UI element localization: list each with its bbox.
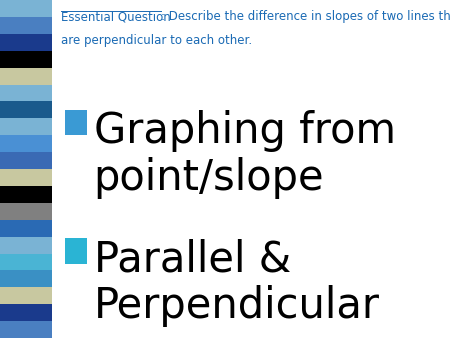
FancyBboxPatch shape [0,152,52,169]
FancyBboxPatch shape [0,68,52,84]
FancyBboxPatch shape [0,118,52,135]
FancyBboxPatch shape [0,169,52,186]
Text: Graphing from
point/slope: Graphing from point/slope [94,110,396,199]
FancyBboxPatch shape [0,220,52,237]
FancyBboxPatch shape [0,237,52,254]
FancyBboxPatch shape [0,321,52,338]
FancyBboxPatch shape [0,304,52,321]
FancyBboxPatch shape [0,51,52,68]
FancyBboxPatch shape [0,34,52,51]
FancyBboxPatch shape [0,287,52,304]
Text: are perpendicular to each other.: are perpendicular to each other. [61,34,252,47]
FancyBboxPatch shape [0,135,52,152]
FancyBboxPatch shape [0,0,52,17]
FancyBboxPatch shape [0,254,52,270]
FancyBboxPatch shape [0,203,52,220]
FancyBboxPatch shape [65,238,87,264]
FancyBboxPatch shape [0,186,52,203]
Text: Essential Question: Essential Question [61,10,171,23]
FancyBboxPatch shape [0,17,52,34]
FancyBboxPatch shape [0,270,52,287]
FancyBboxPatch shape [65,110,87,135]
Text: Parallel &
Perpendicular: Parallel & Perpendicular [94,238,380,327]
FancyBboxPatch shape [0,84,52,101]
Text: : Describe the difference in slopes of two lines that: : Describe the difference in slopes of t… [161,10,450,23]
FancyBboxPatch shape [0,101,52,118]
